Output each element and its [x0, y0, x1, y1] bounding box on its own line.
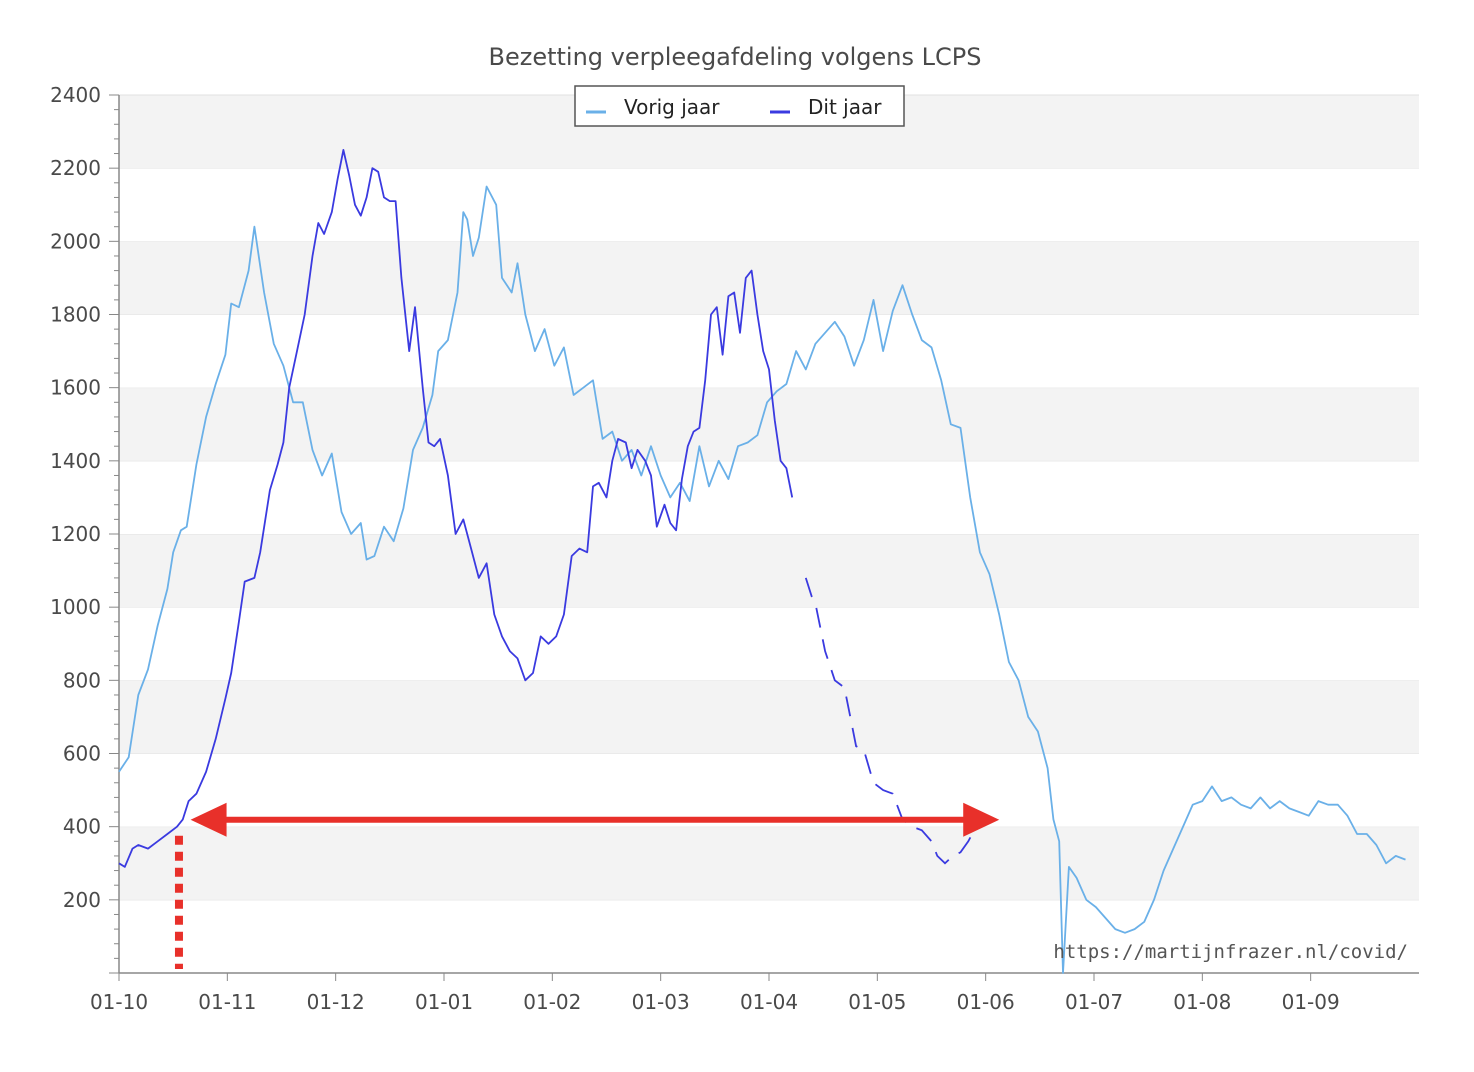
grid-band [119, 241, 1419, 315]
x-tick-label: 01-10 [90, 990, 148, 1014]
legend-box [574, 85, 905, 127]
grid-band [119, 753, 1419, 827]
legend-label-vorig-jaar: Vorig jaar [624, 95, 720, 119]
y-tick-label: 400 [63, 815, 101, 839]
y-tick-label: 2400 [50, 83, 101, 107]
y-tick-label: 1400 [50, 449, 101, 473]
y-tick-label: 1800 [50, 303, 101, 327]
grid-band [119, 607, 1419, 681]
legend: Vorig jaar Dit jaar [574, 85, 905, 127]
grid-band [119, 826, 1419, 900]
x-tick-label: 01-08 [1173, 990, 1231, 1014]
y-tick-label: 200 [63, 888, 101, 912]
series-line-vorig-jaar [118, 185, 1406, 974]
axes: 200 400 600 800 1000 1200 1400 1600 1800 2000 2200… [50, 83, 1419, 1014]
y-tick-label: 1000 [50, 595, 101, 619]
grid-band [119, 460, 1419, 534]
x-tick-label: 01-07 [1065, 990, 1123, 1014]
series-line-dit-jaar [118, 148, 794, 868]
annotations [174, 802, 1000, 969]
grid-band [119, 680, 1419, 754]
legend-label-dit-jaar: Dit jaar [808, 95, 882, 119]
x-tick-label: 01-02 [523, 990, 581, 1014]
x-tick-label: 01-09 [1282, 990, 1340, 1014]
y-tick-label: 800 [63, 668, 101, 692]
grid-band [119, 534, 1419, 608]
x-tick-label: 01-01 [415, 990, 473, 1014]
x-tick-label: 01-04 [740, 990, 798, 1014]
grid-band [119, 387, 1419, 461]
x-tick-label: 01-11 [198, 990, 256, 1014]
x-tick-label: 01-03 [632, 990, 690, 1014]
grid-bands [119, 94, 1419, 973]
y-tick-label: 600 [63, 742, 101, 766]
x-tick-label: 01-06 [957, 990, 1015, 1014]
x-tick-label: 01-05 [848, 990, 906, 1014]
y-tick-label: 2200 [50, 156, 101, 180]
y-tick-label: 2000 [50, 229, 101, 253]
watermark: https://martijnfrazer.nl/covid/ [1053, 941, 1408, 963]
chart-title: Bezetting verpleegafdeling volgens LCPS [489, 43, 982, 71]
x-tick-label: 01-12 [307, 990, 365, 1014]
y-tick-label: 1200 [50, 522, 101, 546]
y-tick-label: 1600 [50, 376, 101, 400]
grid-band [119, 168, 1419, 242]
arrow-head-left [190, 802, 227, 837]
grid-band [119, 899, 1419, 973]
arrow-head-right [963, 802, 1000, 837]
